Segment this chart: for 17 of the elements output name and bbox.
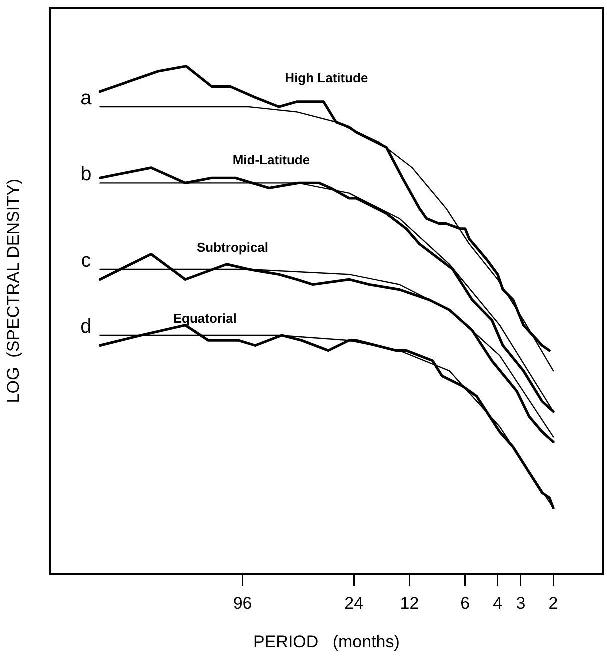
annotation: d	[80, 316, 92, 338]
series-label: Equatorial	[173, 310, 237, 326]
x-tick-label: 24	[344, 594, 364, 614]
annotation: a	[80, 88, 93, 110]
series-label: High Latitude	[285, 70, 368, 86]
series-label: Mid-Latitude	[232, 152, 310, 168]
x-tick-label: 4	[493, 594, 503, 614]
x-tick-label: 3	[516, 594, 526, 614]
annotation: c	[81, 250, 92, 272]
x-axis-title: PERIOD (months)	[253, 632, 400, 652]
x-tick-label: 12	[400, 594, 420, 614]
x-tick-label: 6	[460, 594, 470, 614]
x-tick-label: 2	[548, 594, 558, 614]
x-tick-label: 96	[233, 594, 252, 614]
series-label: Subtropical	[197, 240, 269, 256]
annotation: b	[80, 164, 92, 186]
y-axis-title: LOG (SPECTRAL DENSITY)	[4, 179, 23, 404]
